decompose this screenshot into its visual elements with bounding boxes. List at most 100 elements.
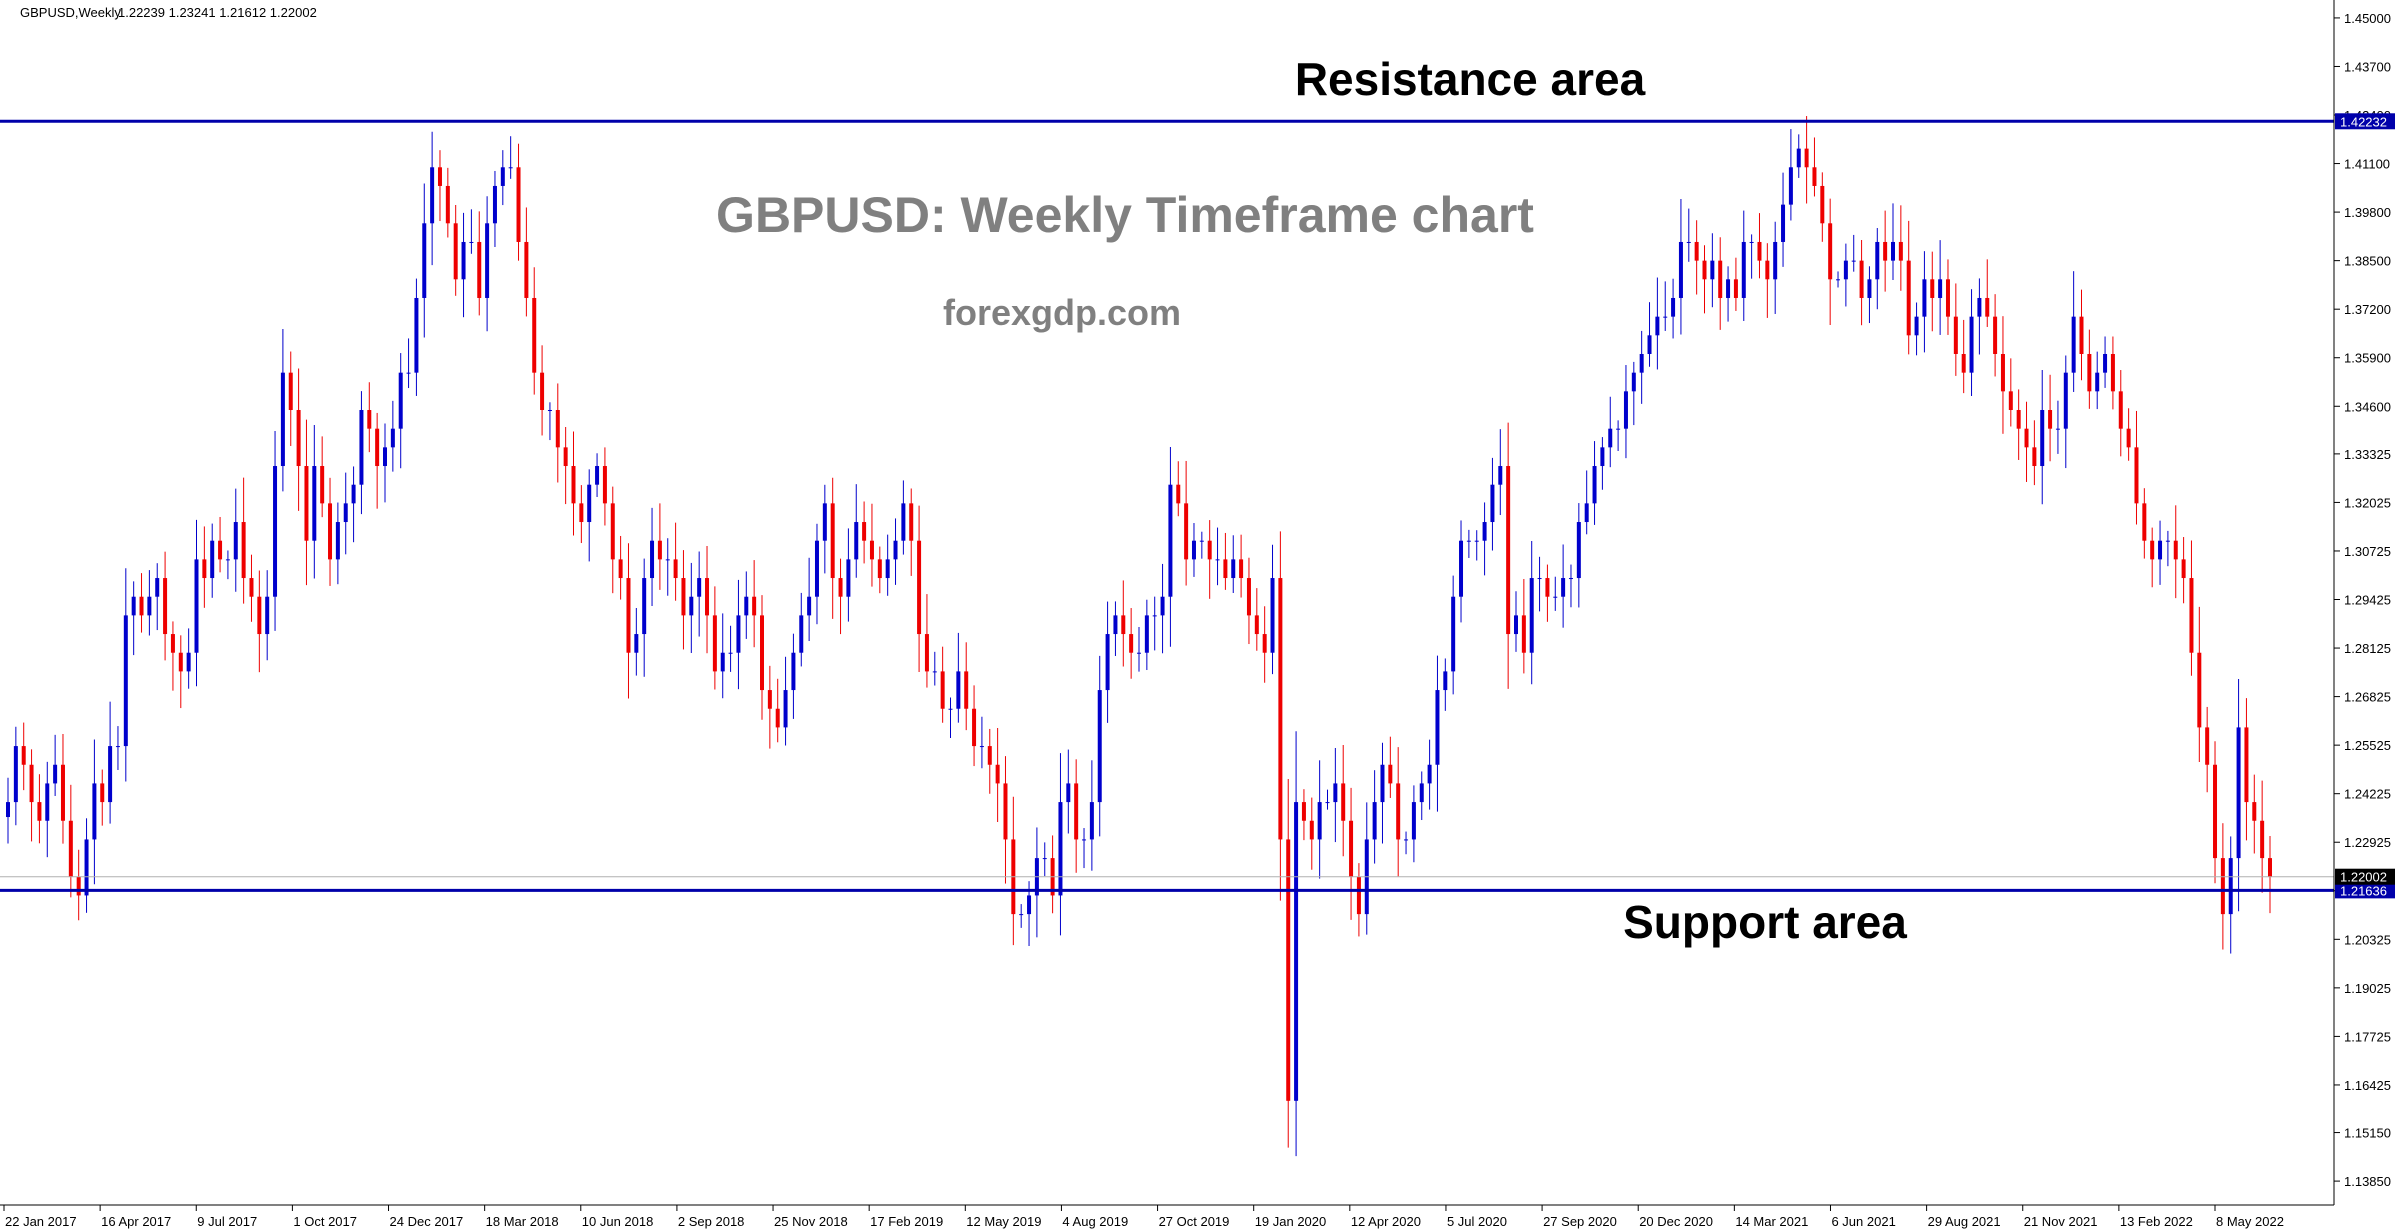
candle-body (1356, 876, 1361, 915)
candle-body (296, 410, 301, 467)
candle-body (1545, 578, 1550, 597)
price-tick-label: 1.34600 (2344, 399, 2391, 414)
candle-body (1506, 466, 1511, 635)
candle-body (312, 466, 317, 541)
price-axis: 1.450001.437001.424001.411001.398001.385… (2334, 11, 2391, 1189)
candle-body (1482, 522, 1487, 541)
candle-body (210, 540, 215, 579)
candle-body (2048, 410, 2053, 429)
candle-body (1671, 297, 1676, 317)
price-tick-label: 1.37200 (2344, 302, 2391, 317)
candle-body (1961, 353, 1966, 373)
price-tick-label: 1.33325 (2344, 447, 2391, 462)
candle-body (202, 559, 207, 579)
candle-body (1144, 615, 1149, 653)
candle-body (665, 559, 670, 561)
candle-body (854, 522, 859, 560)
candle-body (68, 820, 73, 877)
candle-body (265, 596, 270, 635)
time-axis: 22 Jan 2017 16 Apr 2017 9 Jul 2017 1 Oct 20… (3, 1205, 2284, 1229)
candle-body (1702, 260, 1707, 280)
candle-body (1851, 260, 1856, 262)
candle-body (1466, 540, 1471, 542)
candle-body (602, 466, 607, 504)
candle-body (1773, 241, 1778, 280)
candle-body (320, 466, 325, 504)
candle-body (1254, 615, 1259, 635)
candle-body (218, 540, 223, 560)
candle-body (13, 746, 18, 803)
candle-body (414, 297, 419, 373)
candle-body (2173, 540, 2178, 560)
candle-body (1105, 634, 1110, 691)
candle-body (2071, 316, 2076, 373)
candle-body (2268, 858, 2272, 877)
candle-body (767, 690, 772, 709)
time-tick-label: 1 Oct 2017 (293, 1214, 357, 1229)
price-tick-label: 1.35900 (2344, 351, 2391, 366)
candle-body (1027, 895, 1032, 915)
candle-body (1600, 447, 1605, 467)
time-tick-label: 25 Nov 2018 (774, 1214, 848, 1229)
candle-body (461, 241, 466, 280)
candle-body (822, 503, 827, 541)
candle-body (383, 447, 387, 467)
candle-body (170, 634, 175, 653)
candle-body (2032, 447, 2037, 467)
time-tick-label: 27 Sep 2020 (1543, 1214, 1617, 1229)
candle-body (1820, 185, 1825, 224)
candle-body (1443, 671, 1448, 691)
candle-body (1796, 148, 1801, 168)
candle-body (1427, 764, 1432, 784)
candle-body (830, 503, 835, 579)
candle-body (2150, 540, 2155, 560)
candle-body (2158, 540, 2163, 560)
candle-body (618, 559, 623, 579)
candle-body (1372, 802, 1377, 840)
candle-body (288, 372, 293, 411)
candle-body (422, 223, 427, 298)
candle-body (1584, 503, 1589, 523)
candle-body (1710, 260, 1715, 280)
time-tick-label: 12 Apr 2020 (1351, 1214, 1421, 1229)
candle-body (1082, 839, 1087, 841)
candle-body (2095, 372, 2100, 392)
candle-body (775, 708, 780, 728)
candle-body (1411, 802, 1416, 840)
candle-body (1459, 540, 1464, 597)
candle-body (1945, 279, 1950, 317)
candle-body (791, 652, 796, 691)
candle-body (783, 690, 788, 728)
candle-body (885, 559, 890, 579)
candle-body (1537, 578, 1542, 580)
candles-layer (6, 116, 2272, 1157)
candle-body (1168, 484, 1173, 597)
candle-body (1741, 241, 1746, 298)
price-tick-label: 1.15150 (2344, 1126, 2391, 1141)
candle-body (547, 410, 552, 412)
candle-body (60, 764, 65, 821)
candle-body (1694, 241, 1699, 261)
candle-body (477, 241, 482, 298)
candle-body (712, 615, 717, 672)
candle-body (1097, 690, 1102, 803)
candle-body (924, 634, 929, 672)
candle-body (1718, 260, 1723, 298)
candle-body (53, 764, 58, 784)
candle-body (1812, 167, 1817, 186)
candle-body (705, 578, 710, 616)
candle-body (1317, 802, 1322, 840)
candle-body (29, 764, 34, 803)
candle-body (2197, 652, 2202, 728)
candle-body (186, 652, 191, 672)
candle-body (1176, 484, 1181, 504)
candle-body (6, 802, 10, 818)
candle-body (1922, 279, 1927, 317)
candle-body (2087, 353, 2092, 392)
candle-body (1906, 260, 1911, 336)
price-tick-label: 1.28125 (2344, 641, 2391, 656)
candle-body (1223, 559, 1228, 579)
candle-body (893, 540, 898, 560)
candle-body (1529, 578, 1534, 653)
